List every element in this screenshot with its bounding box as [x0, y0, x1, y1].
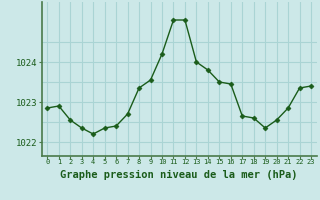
X-axis label: Graphe pression niveau de la mer (hPa): Graphe pression niveau de la mer (hPa) [60, 170, 298, 180]
